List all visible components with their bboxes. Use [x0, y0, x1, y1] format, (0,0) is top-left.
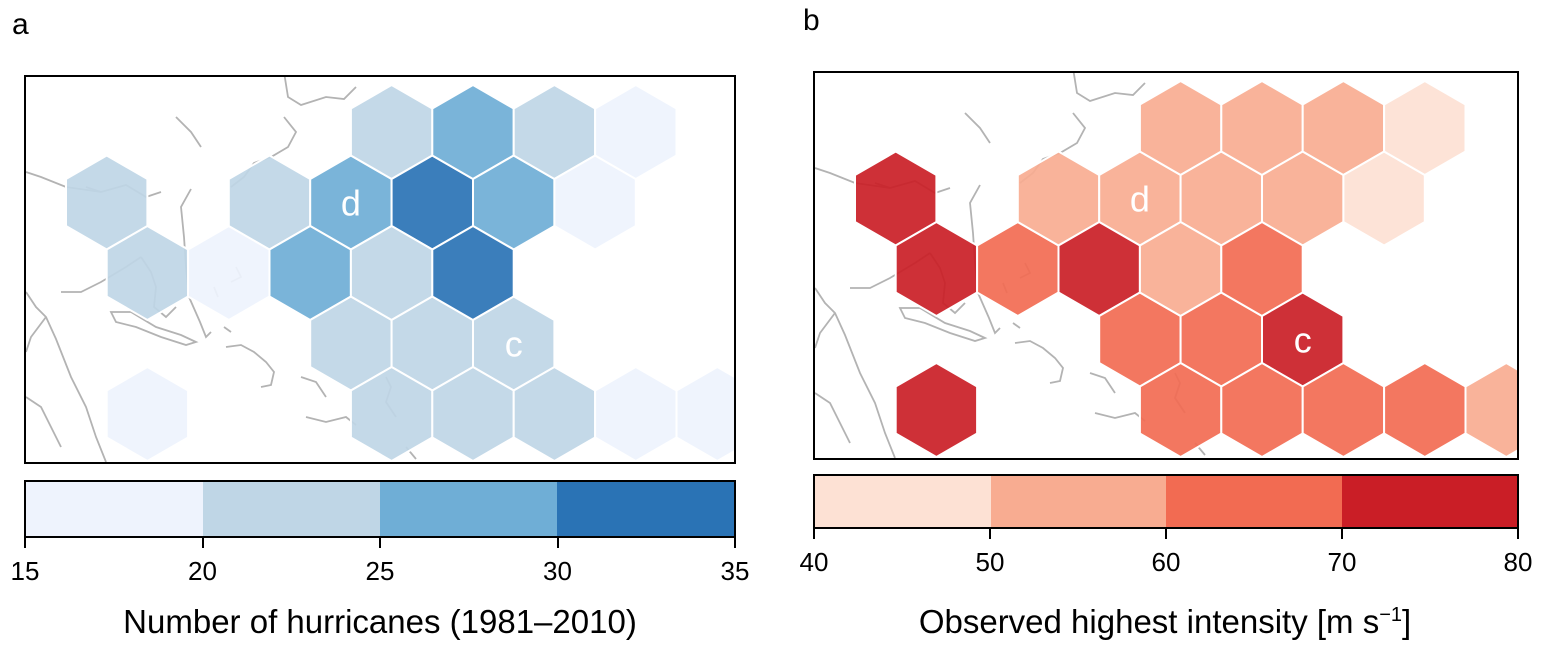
hex-cell: [675, 365, 734, 462]
coastline-path: [815, 392, 851, 444]
coastline-path: [175, 116, 202, 148]
colorbar-tick-label: 30: [543, 556, 572, 586]
coastline-path: [26, 396, 62, 448]
hex-cell: [1383, 79, 1467, 177]
panel-b-hexmap: dc: [815, 73, 1517, 458]
panel-b-label: b: [803, 4, 820, 37]
colorbar-tick-label: 70: [1327, 547, 1357, 577]
panel-a-colorbar: [24, 480, 736, 538]
hex-cell: [594, 365, 678, 462]
colorbar-tick-label: 20: [188, 556, 217, 586]
panel-a-colorbar-title: Number of hurricanes (1981–2010): [123, 603, 637, 640]
panel-a-label: a: [12, 8, 29, 41]
colorbar-tick-label: 50: [975, 547, 1005, 577]
coastline-path: [300, 376, 327, 398]
colorbar-tick-mark: [1341, 529, 1343, 539]
colorbar-segment: [380, 482, 557, 536]
colorbar-segment: [26, 482, 203, 536]
colorbar-tick-mark: [734, 538, 736, 548]
hex-cell-label: d: [341, 183, 361, 224]
panel-b-colorbar: [813, 474, 1519, 529]
panel-a-hexmap: dc: [26, 77, 734, 462]
hex-cell: [1383, 361, 1467, 458]
colorbar-segment: [557, 482, 734, 536]
coastline-path: [815, 287, 896, 458]
hex-cell: [594, 83, 678, 181]
panel-b-colorbar-title-text: Observed highest intensity [m s: [918, 603, 1380, 640]
colorbar-tick-mark: [556, 538, 559, 548]
hex-cell-label: c: [1294, 320, 1312, 361]
coastline-path: [223, 326, 232, 333]
hex-cell: [1464, 361, 1517, 458]
coastline-path: [1072, 73, 1146, 102]
colorbar-segment: [203, 482, 380, 536]
coastline-path: [1012, 322, 1021, 329]
colorbar-segment: [1166, 476, 1342, 527]
coastline-path: [283, 77, 357, 106]
colorbar-tick-mark: [1517, 529, 1519, 539]
panel-b-colorbar-title-end: ]: [1402, 603, 1412, 640]
hex-cell: [105, 365, 190, 462]
coastline-path: [109, 311, 199, 346]
coastline-path: [815, 312, 836, 349]
colorbar-tick-label: 15: [10, 556, 40, 586]
panel-b-colorbar-title: Observed highest intensity [m s−1]: [919, 603, 1411, 641]
colorbar-tick-label: 35: [720, 556, 750, 586]
colorbar-segment: [990, 476, 1166, 527]
hex-cell-label: d: [1130, 179, 1150, 220]
coastline-path: [1089, 372, 1116, 394]
coastline-path: [898, 307, 988, 342]
coastline-path: [26, 316, 47, 353]
colorbar-tick-mark: [379, 538, 381, 548]
colorbar-tick-label: 80: [1503, 547, 1533, 577]
coastline-path: [225, 344, 275, 388]
colorbar-tick-label: 25: [365, 556, 395, 586]
colorbar-tick-mark: [989, 529, 991, 539]
coastline-path: [26, 291, 107, 462]
colorbar-tick-mark: [201, 538, 204, 548]
coastline-path: [1014, 340, 1064, 384]
colorbar-tick-mark: [1165, 529, 1167, 539]
colorbar-tick-mark: [24, 538, 26, 548]
panel-b-colorbar-title-exponent: −1: [1379, 604, 1403, 626]
colorbar-tick-label: 40: [799, 547, 829, 577]
coastline-path: [1094, 412, 1146, 422]
colorbar-tick-label: 60: [1151, 547, 1181, 577]
coastline-path: [305, 416, 357, 426]
hex-cell-label: c: [505, 324, 523, 365]
colorbar-segment: [1341, 476, 1517, 527]
hex-cell: [894, 361, 979, 458]
coastline-path: [964, 112, 991, 144]
colorbar-segment: [815, 476, 991, 527]
colorbar-tick-mark: [813, 529, 815, 539]
